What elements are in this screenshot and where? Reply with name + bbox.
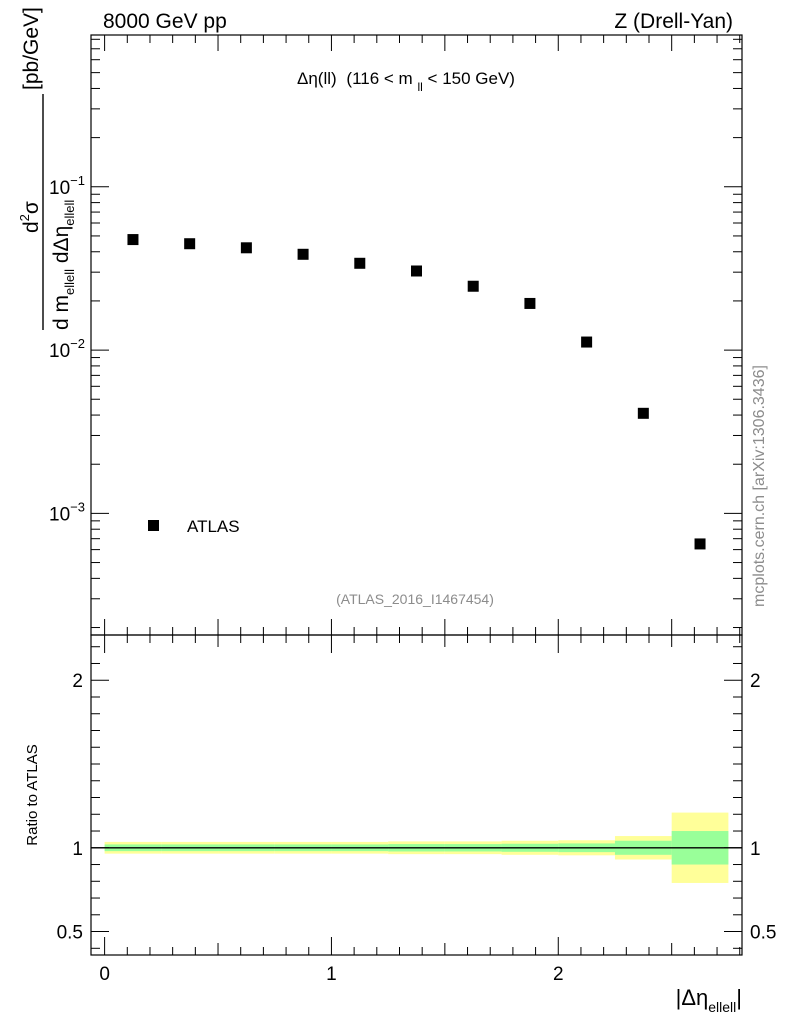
ratio-plot-frame — [90, 634, 743, 956]
title-cut-open: (116 < m — [346, 69, 412, 88]
main-y-tick-label: 10−1 — [49, 173, 85, 199]
main-plot-title: Δη(ll) (116 < m ll < 150 GeV) — [297, 69, 515, 95]
data-point — [694, 538, 706, 550]
data-point — [354, 257, 366, 269]
data-point — [297, 248, 309, 260]
legend-marker-atlas — [148, 520, 159, 531]
x-axis-label: |Δηellell| — [676, 985, 742, 1015]
title-cut-sub: ll — [417, 80, 422, 94]
ylabel-denominator: d mellell dΔηellell — [50, 200, 77, 330]
ratio-tick-marks — [91, 635, 742, 955]
data-point — [524, 297, 536, 309]
header-right: Z (Drell-Yan) — [614, 10, 733, 33]
main-y-tick-label: 10−2 — [49, 336, 85, 362]
data-point — [127, 234, 139, 246]
title-observable: Δη(ll) — [297, 69, 337, 88]
data-point — [581, 336, 593, 348]
legend-label-atlas: ATLAS — [187, 517, 240, 536]
x-tick-label: 1 — [326, 964, 337, 985]
source-watermark: mcplots.cern.ch [arXiv:1306.3436] — [751, 365, 768, 607]
main-y-tick-label: 10−3 — [49, 499, 85, 525]
ratio-plot-panel: 0.5 0.5 1 1 2 2 0 1 2 Ratio to ATLAS |Δηellell| — [24, 634, 777, 1015]
ylabel-numerator: d2σ — [17, 201, 43, 233]
ratio-y-tick-label-right: 0.5 — [750, 923, 776, 944]
ratio-y-tick-label: 2 — [72, 671, 83, 692]
ratio-y-tick-label-right: 1 — [750, 839, 761, 860]
data-point — [240, 242, 252, 254]
main-data-points — [127, 234, 706, 550]
ylabel-unit: [pb/GeV] — [20, 7, 43, 90]
x-tick-labels: 0 1 2 — [99, 964, 563, 985]
ratio-y-tick-label-right: 2 — [750, 671, 761, 692]
main-y-tick-labels: 10−1 10−2 10−3 — [49, 173, 85, 526]
data-point — [411, 265, 422, 277]
data-point — [637, 407, 649, 419]
x-tick-label: 0 — [99, 964, 110, 985]
header-left: 8000 GeV pp — [103, 10, 227, 33]
main-plot-panel: 10−1 10−2 10−3 Δη(ll) (116 < m ll < 150 Ge… — [17, 7, 743, 636]
ratio-y-axis-label: Ratio to ATLAS — [24, 744, 41, 845]
main-plot-frame — [90, 34, 743, 636]
data-point — [467, 280, 479, 292]
ratio-y-tick-label: 0.5 — [57, 923, 83, 944]
title-cut-close: < 150 GeV) — [428, 69, 515, 88]
ratio-y-tick-label: 1 — [72, 839, 83, 860]
analysis-id-annotation: (ATLAS_2016_I1467454) — [336, 591, 494, 607]
x-tick-label: 2 — [553, 964, 564, 985]
main-y-axis-label: d2σ d mellell dΔηellell [pb/GeV] — [17, 7, 77, 330]
ratio-y-tick-labels: 0.5 0.5 1 1 2 2 — [57, 671, 777, 943]
main-tick-marks — [91, 35, 742, 635]
data-point — [184, 238, 196, 250]
